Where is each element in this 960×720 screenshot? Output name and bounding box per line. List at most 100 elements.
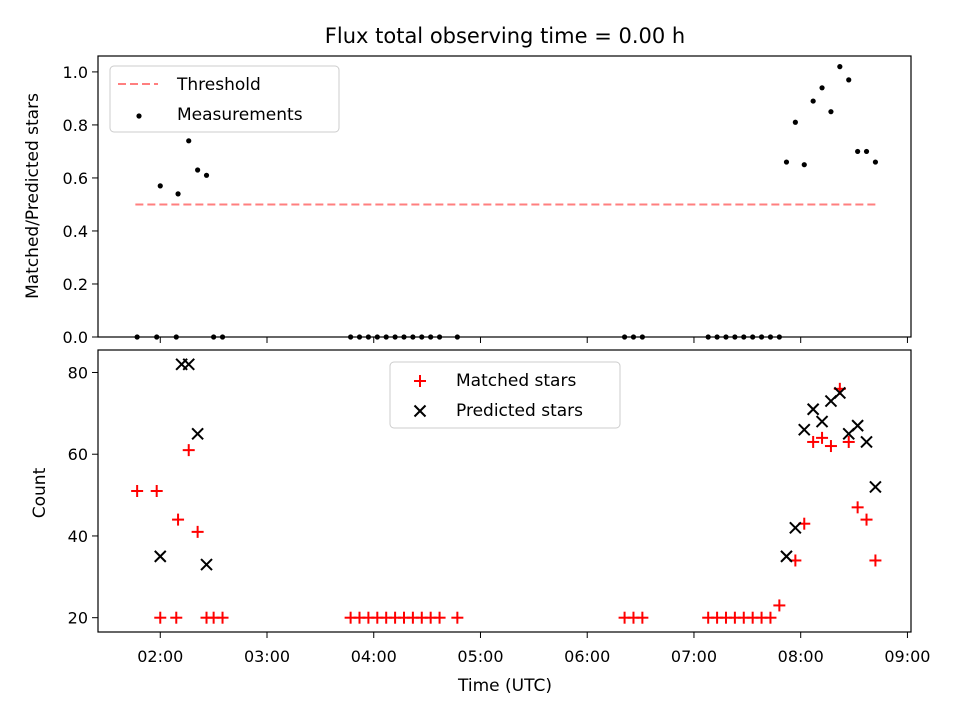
measurement-point	[855, 148, 861, 155]
matched-star-point	[869, 554, 882, 567]
measurements-legend-swatch	[136, 113, 142, 119]
matched-star-point	[433, 611, 446, 624]
matched-star-point	[451, 611, 464, 624]
predicted-star-point-b	[869, 480, 882, 494]
predicted-star-point-b	[780, 550, 793, 563]
matched-legend-label: Matched stars	[456, 371, 576, 391]
bottom-x-tick-label: 08:00	[778, 647, 824, 666]
top-y-tick-label: 0.6	[63, 169, 88, 188]
measurement-point	[186, 138, 192, 144]
measurement-point	[828, 109, 834, 115]
matched-star-point	[172, 513, 185, 526]
bottom-x-tick-label: 04:00	[351, 647, 397, 666]
bottom-x-tick-label: 06:00	[564, 647, 610, 666]
bottom-legend-box	[389, 361, 621, 429]
predicted-star-point-b	[798, 423, 811, 436]
top-y-axis-label: Matched/Predicted stars	[23, 93, 43, 299]
measurement-point	[837, 64, 843, 70]
top-y-tick-label: 0.8	[63, 116, 88, 135]
measurement-point	[810, 98, 816, 104]
predicted-star-point-b	[860, 435, 873, 449]
measurement-point	[203, 172, 210, 178]
predicted-star-point	[833, 386, 847, 400]
predicted-star-point	[200, 558, 213, 571]
measurements-legend-label: Measurements	[177, 105, 303, 125]
top-y-tick-label: 1.0	[63, 63, 88, 82]
bottom-x-tick-label: 02:00	[137, 647, 183, 666]
bottom-y-tick-label: 60	[68, 445, 88, 464]
predicted-star-point-b	[154, 550, 167, 563]
predicted-star-point	[860, 435, 873, 449]
measurement-point	[792, 119, 798, 125]
predicted-star-point-b	[851, 419, 864, 432]
top-frame	[97, 55, 912, 338]
measurement-point	[846, 77, 852, 83]
predicted-star-point	[806, 403, 820, 416]
matched-star-point	[154, 611, 167, 624]
measurement-point	[819, 85, 825, 91]
measurement-point	[157, 183, 163, 189]
predicted-star-point-b	[789, 521, 802, 534]
top-y-tick-label: 0.0	[63, 328, 88, 347]
matched-star-point	[150, 485, 163, 497]
predicted-star-point	[798, 423, 811, 436]
predicted-star-point	[182, 358, 195, 371]
matched-star-point	[773, 599, 786, 612]
matched-star-point	[807, 435, 820, 448]
predicted-star-point-b	[815, 415, 829, 428]
chart-title: Flux total observing time = 0.00 h	[325, 24, 685, 48]
bottom-x-tick-label: 05:00	[457, 647, 503, 666]
matched-star-point	[824, 440, 837, 453]
top-legend-box	[109, 65, 340, 133]
matched-star-point	[816, 431, 829, 444]
matched-star-point	[216, 611, 229, 624]
matched-star-point	[131, 485, 144, 497]
matched-legend-swatch	[414, 375, 426, 387]
bottom-y-tick-label: 20	[68, 609, 88, 628]
predicted-star-point	[789, 521, 802, 534]
threshold-legend-label: Threshold	[176, 75, 261, 95]
predicted-legend-swatch-b	[413, 404, 427, 418]
matched-star-point	[636, 611, 649, 624]
measurement-point	[783, 159, 790, 165]
matched-star-point	[851, 501, 864, 514]
predicted-star-point-b	[200, 558, 213, 571]
predicted-legend-swatch	[413, 404, 427, 418]
predicted-legend-label: Predicted stars	[456, 401, 583, 421]
bottom-legend: Matched stars Predicted stars	[389, 361, 621, 429]
matched-star-point	[191, 525, 204, 538]
bottom-y-tick-label: 80	[68, 363, 88, 382]
predicted-star-point	[191, 427, 204, 440]
predicted-star-point	[154, 550, 167, 563]
x-axis-label: Time (UTC)	[457, 676, 552, 696]
matched-star-point	[170, 611, 183, 624]
bottom-x-tick-label: 07:00	[671, 647, 717, 666]
top-legend: Threshold Measurements	[109, 65, 340, 133]
predicted-star-point-b	[182, 358, 195, 371]
measurement-point	[175, 191, 181, 197]
bottom-axes: 20 40 60 80 02:00 03:00 04:00 05:00 06:00 07:00 08…	[68, 349, 930, 666]
measurement-point	[863, 148, 870, 155]
predicted-star-point-b	[806, 403, 820, 416]
matched-star-point	[182, 444, 195, 457]
matched-star-point	[860, 513, 873, 526]
top-y-tick-label: 0.2	[63, 275, 88, 294]
matched-star-point	[764, 611, 777, 624]
predicted-star-point	[851, 419, 864, 432]
measurement-point	[872, 159, 879, 165]
bottom-x-tick-label: 09:00	[884, 647, 930, 666]
bottom-x-tick-label: 03:00	[244, 647, 290, 666]
predicted-star-point-b	[833, 386, 847, 400]
bottom-frame	[97, 349, 912, 633]
matched-star-point	[842, 435, 855, 448]
predicted-star-point	[869, 480, 882, 494]
measurement-point	[801, 162, 807, 168]
measurement-point	[195, 167, 201, 173]
predicted-star-point	[780, 550, 793, 563]
top-y-tick-label: 0.4	[63, 222, 88, 241]
predicted-star-point	[815, 415, 829, 428]
predicted-star-point-b	[191, 427, 204, 440]
bottom-y-axis-label: Count	[30, 467, 50, 518]
bottom-y-tick-label: 40	[68, 527, 88, 546]
